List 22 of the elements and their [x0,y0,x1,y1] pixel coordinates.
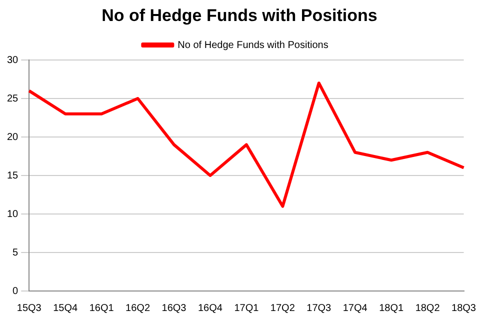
x-tick-label: 17Q3 [306,302,332,314]
y-tick-label: 5 [12,247,19,258]
x-tick-label: 18Q3 [452,302,476,314]
x-tick-label: 17Q4 [342,302,368,314]
x-tick-label: 18Q2 [415,302,440,314]
y-tick-label: 25 [7,93,19,104]
x-tick-label: 17Q2 [270,302,296,314]
x-tick-label: 16Q3 [162,302,187,314]
x-tick-label: 16Q4 [198,302,223,314]
y-tick-label: 0 [12,286,19,297]
y-tick-label: 30 [7,54,19,66]
y-tick-label: 20 [7,132,19,143]
x-tick-label: 18Q1 [379,302,404,314]
chart-title: No of Hedge Funds with Positions [100,6,378,26]
y-tick-label: 15 [7,170,19,182]
x-tick-label: 16Q2 [126,302,150,314]
x-tick-label: 15Q4 [53,302,78,314]
x-tick-label: 15Q3 [16,302,42,314]
y-tick-label: 10 [7,208,19,220]
legend-label: No of Hedge Funds with Positions [178,40,328,51]
x-tick-label: 16Q1 [89,302,114,314]
x-tick-label: 17Q1 [234,302,260,314]
